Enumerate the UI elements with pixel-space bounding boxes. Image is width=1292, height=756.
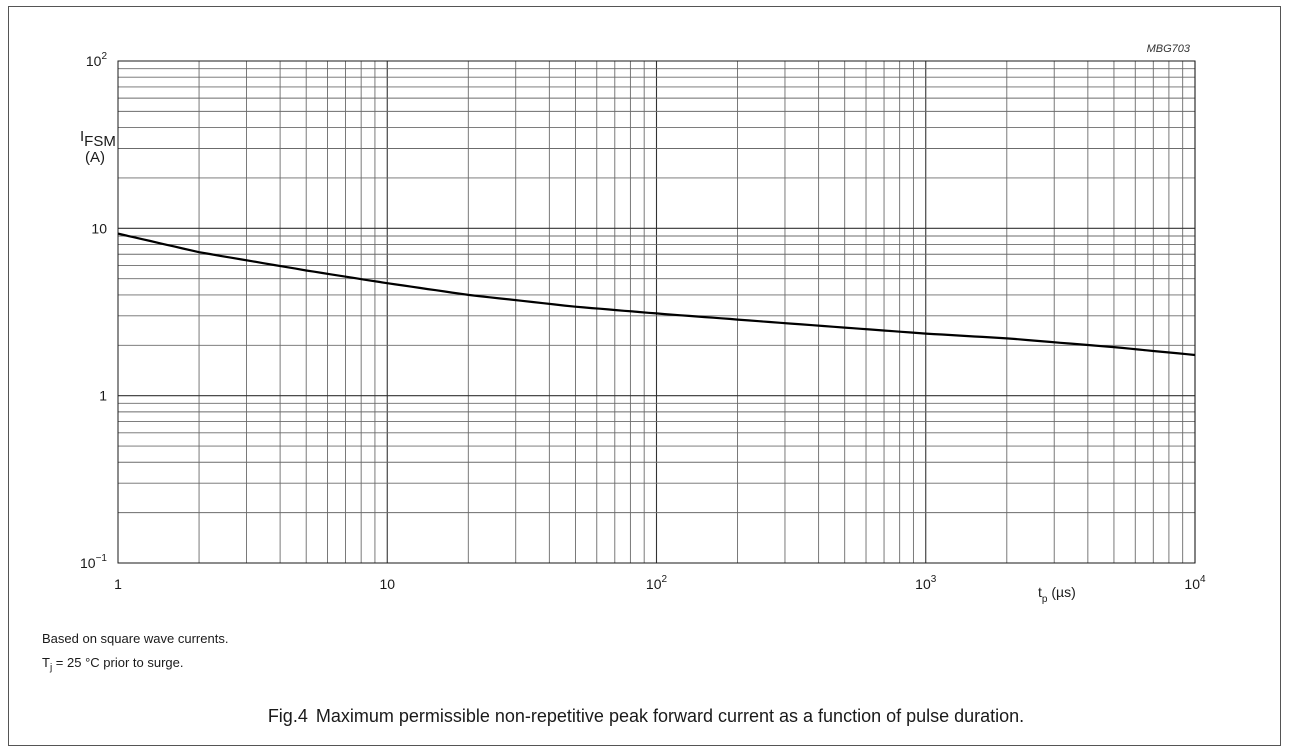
- y-axis-label-sub: FSM: [84, 133, 116, 150]
- x-tick-label: 1: [114, 576, 122, 592]
- caption-fig-number: Fig.4: [267, 706, 308, 726]
- y-tick-label: 1: [99, 388, 107, 404]
- plot-border: [117, 60, 1196, 564]
- y-tick-label: 10: [91, 220, 107, 236]
- y-axis-unit: (A): [85, 149, 105, 166]
- y-tick-label: 102: [86, 51, 108, 69]
- y-tick-label: 10−1: [80, 553, 107, 571]
- x-axis-label-unit: (µs): [1047, 584, 1075, 600]
- note-line-2-rest: = 25 °C prior to surge.: [52, 655, 184, 670]
- x-axis-label-sub: p: [1042, 594, 1048, 605]
- x-tick-label: 10: [379, 576, 395, 592]
- note-line-1: Based on square wave currents.: [42, 631, 229, 646]
- x-axis-label: tp (µs): [1038, 584, 1076, 605]
- caption-text: Maximum permissible non-repetitive peak …: [315, 706, 1025, 726]
- figure-code: MBG703: [1147, 43, 1191, 55]
- y-tick-labels: 10−1 1 10 102: [80, 51, 107, 571]
- note-line-2: Tj = 25 °C prior to surge.: [42, 655, 183, 674]
- figure-frame: [8, 6, 1281, 746]
- figure-caption: Fig.4 Maximum permissible non-repetitive …: [0, 706, 1292, 727]
- note-line-2-sub: j: [49, 662, 53, 674]
- x-tick-label: 104: [1184, 574, 1206, 592]
- y-axis-label: IFSM: [80, 128, 116, 150]
- x-tick-label: 103: [915, 574, 937, 592]
- x-tick-labels: 1 10 102 103 104: [114, 574, 1206, 592]
- x-axis-label-main: t: [1038, 584, 1042, 600]
- vertical-gridlines: [198, 61, 1196, 563]
- x-tick-label: 102: [646, 574, 668, 592]
- note-line-2-main: T: [42, 655, 50, 670]
- series-line-ifsm: [117, 232, 1196, 357]
- y-axis-label-main: I: [80, 128, 84, 145]
